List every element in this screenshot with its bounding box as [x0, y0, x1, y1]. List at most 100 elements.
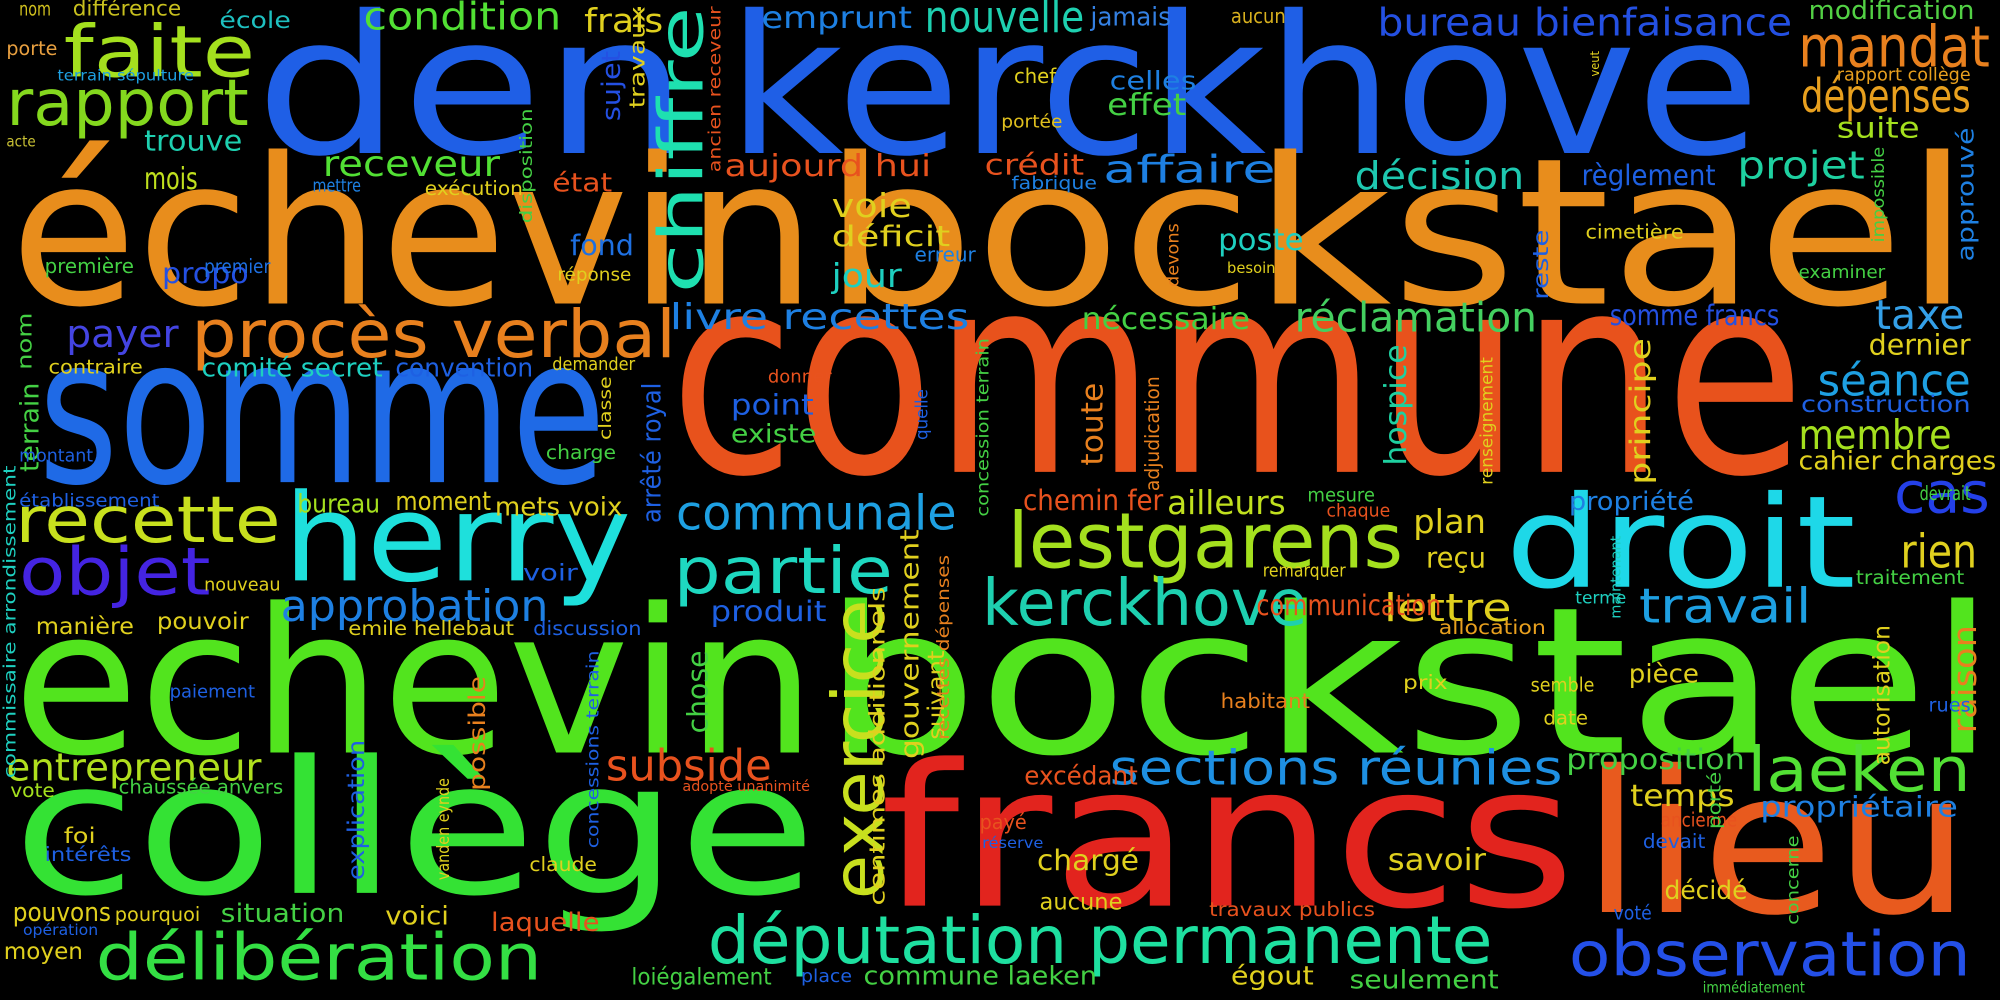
- word: manière: [36, 614, 134, 640]
- word: montant: [19, 446, 93, 467]
- word: égout: [1231, 962, 1314, 992]
- word: donner: [768, 367, 832, 388]
- word: terrain: [15, 383, 45, 472]
- word: somme francs: [1610, 299, 1780, 332]
- word: travaux: [626, 6, 651, 108]
- word: rapport: [6, 67, 248, 141]
- word: possible: [465, 676, 491, 791]
- word: somme: [38, 294, 606, 531]
- word: première: [45, 254, 134, 278]
- word: aucune: [1040, 889, 1123, 915]
- word: point: [731, 389, 814, 422]
- word: droit: [1505, 470, 1856, 618]
- word: foi: [64, 824, 96, 849]
- word: lettre: [1384, 586, 1512, 631]
- word: remarquer: [1263, 561, 1346, 582]
- word: claude: [529, 853, 597, 876]
- word: paiement: [170, 682, 255, 703]
- word: contraire: [48, 356, 142, 379]
- word: laquelle: [491, 908, 599, 938]
- word: subside: [606, 742, 772, 792]
- word: députation permanente: [708, 901, 1492, 979]
- word: place: [801, 966, 852, 987]
- word: mettre: [313, 175, 361, 196]
- word: construction: [1801, 392, 1971, 418]
- word: propriétaire: [1760, 790, 1958, 823]
- word: projet: [1737, 144, 1865, 189]
- word: comité secret: [202, 353, 383, 383]
- word: concession terrain: [974, 338, 993, 517]
- word: poste: [1218, 223, 1303, 258]
- word: exercice: [817, 599, 899, 899]
- word: chef: [1014, 64, 1057, 88]
- word: besoin: [1227, 259, 1275, 277]
- word: bockstael: [823, 565, 1996, 802]
- word: communale: [676, 485, 957, 541]
- word: chaussée anvers: [119, 775, 284, 798]
- word: premier: [204, 255, 270, 278]
- word: délibération: [96, 922, 542, 996]
- word: payé: [980, 810, 1027, 834]
- word: charge: [546, 441, 616, 464]
- word: réserve: [982, 834, 1043, 852]
- word: quelle: [912, 389, 931, 440]
- word: faite: [64, 11, 255, 94]
- word: exécution: [425, 177, 523, 200]
- word: allocation: [1439, 616, 1546, 639]
- word: veut: [1588, 51, 1603, 77]
- word: habitant: [1221, 689, 1310, 713]
- word: effet: [1107, 88, 1186, 123]
- word: jamais: [1090, 3, 1171, 33]
- word: traitement: [1856, 566, 1965, 589]
- word: rien: [1901, 525, 1978, 579]
- word: raison: [1945, 625, 1984, 733]
- word: concessions terrain: [583, 651, 602, 849]
- word: partie: [673, 535, 892, 609]
- word: receveur: [323, 144, 501, 185]
- word: erreur: [915, 242, 977, 266]
- word: adjudication: [1141, 376, 1164, 491]
- word: mets voix: [495, 492, 623, 522]
- word: ancienne: [1661, 809, 1738, 832]
- word: intérêts: [45, 843, 132, 866]
- word: sujet: [597, 51, 627, 121]
- word: crédit: [985, 149, 1084, 182]
- word: devons: [1164, 223, 1183, 287]
- word: nouveau: [204, 575, 281, 596]
- word: kerckhove: [727, 0, 1760, 199]
- word: convention: [395, 353, 533, 383]
- word: laeken: [1747, 735, 1970, 806]
- word: différence: [73, 0, 181, 21]
- word: commissaire arrondissement: [0, 465, 19, 778]
- word: concerne: [1784, 835, 1803, 924]
- word: entrepreneur: [6, 746, 261, 791]
- word: francs: [880, 722, 1575, 953]
- word: loiégalement: [631, 965, 771, 991]
- word: pourquoi: [115, 903, 200, 926]
- word: ailleurs: [1167, 483, 1286, 522]
- word: voici: [385, 902, 449, 932]
- word: suivant: [924, 651, 950, 740]
- word: sections réunies: [1110, 740, 1563, 796]
- word: cahier charges: [1798, 446, 1996, 476]
- word: acte: [6, 133, 35, 151]
- word: déficit: [832, 220, 951, 253]
- word: terrain sépulture: [57, 66, 193, 84]
- word: établissement: [19, 490, 159, 511]
- word: proposition: [1566, 743, 1745, 776]
- word: renseignement: [1477, 357, 1496, 485]
- word: rues: [1929, 694, 1971, 717]
- word: seulement: [1349, 966, 1498, 996]
- word: semble: [1531, 673, 1595, 696]
- word: état: [552, 168, 612, 198]
- word: porté: [1705, 772, 1726, 829]
- word: membre: [1798, 411, 1951, 459]
- word: produit: [710, 595, 826, 628]
- word: classe: [596, 376, 615, 440]
- word: règlement: [1582, 159, 1716, 192]
- word: recettes dépenses: [934, 555, 953, 740]
- word: situation: [221, 899, 345, 929]
- word: lestgarens: [1008, 498, 1403, 587]
